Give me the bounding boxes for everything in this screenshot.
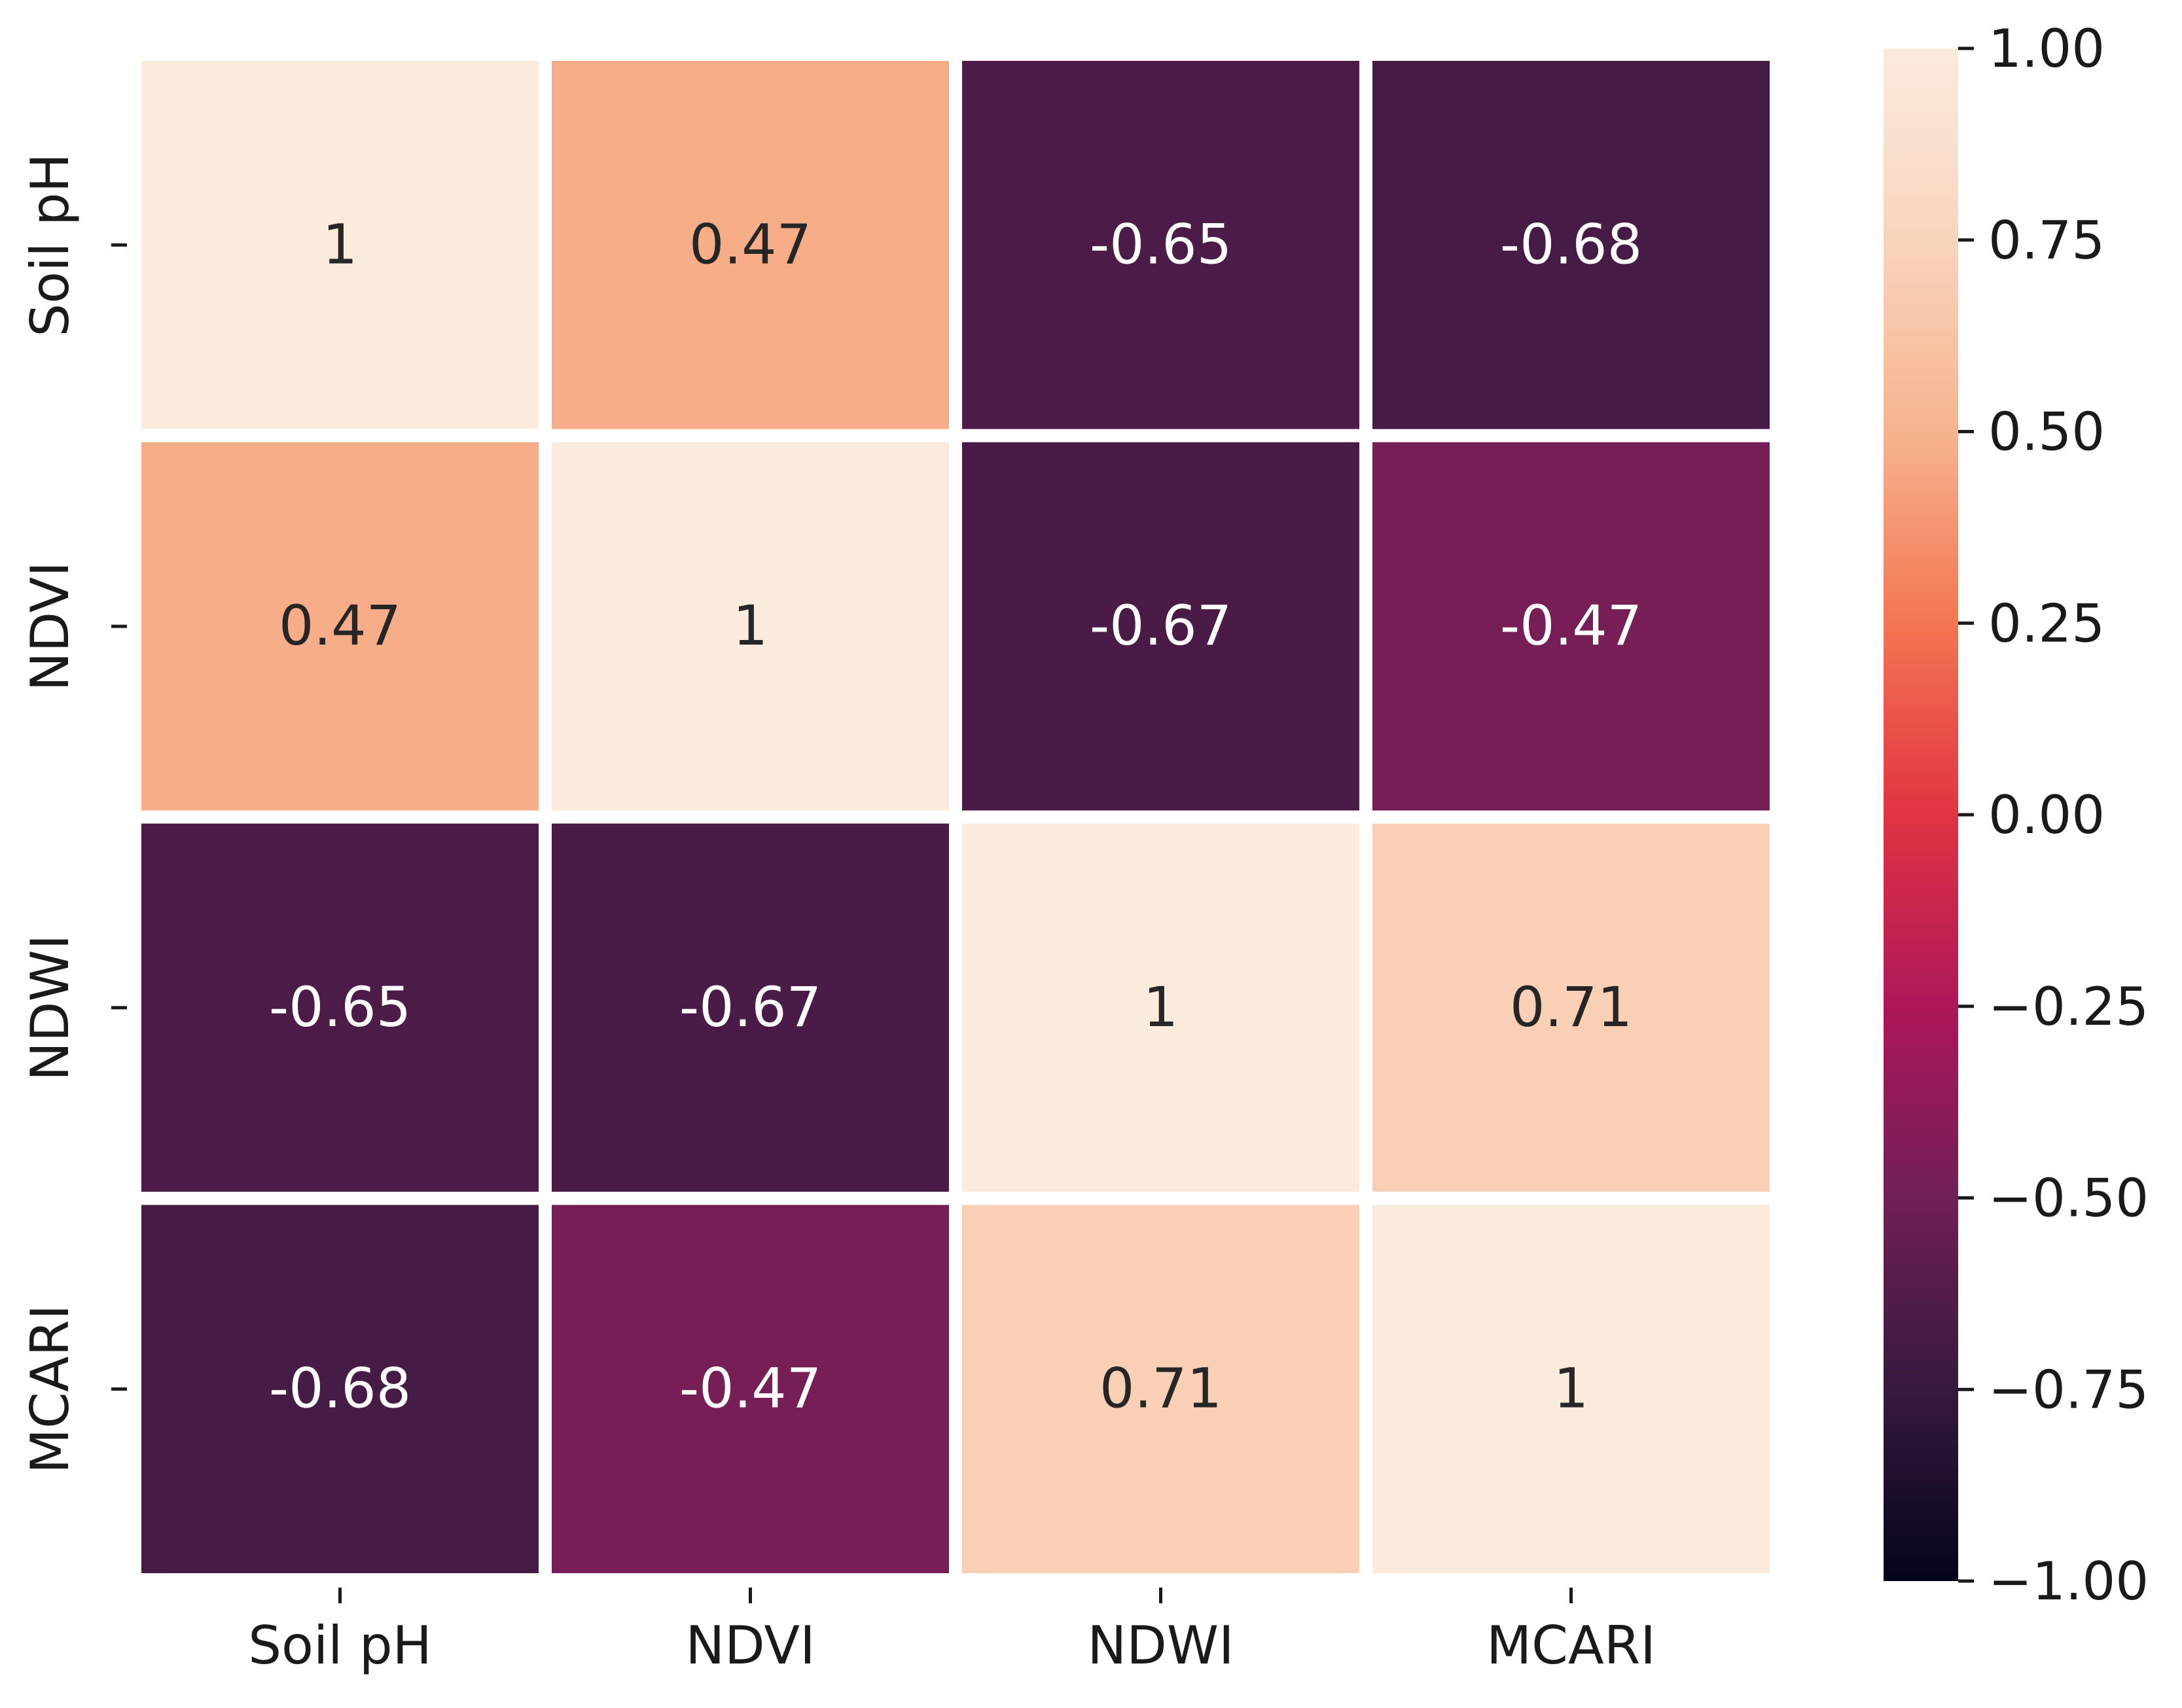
colorbar-tick-label: 1.00 (1988, 18, 2105, 79)
colorbar-tick-label: −0.75 (1988, 1359, 2149, 1420)
colorbar-tick-label: −1.00 (1988, 1551, 2149, 1612)
colorbar-tick-label: −0.25 (1988, 976, 2149, 1037)
heatmap-cell-2-1 (539, 810, 962, 1205)
cell-value-label-2-1: -0.67 (679, 975, 821, 1039)
heatmap-cell-3-3 (1359, 1192, 1783, 1586)
heatmap-cell-1-1 (539, 429, 962, 824)
cell-value-label-0-0: 1 (323, 212, 357, 276)
cell-value-label-3-1: -0.47 (679, 1357, 821, 1421)
heatmap-cell-1-3 (1359, 429, 1783, 824)
cell-value-label-3-2: 0.71 (1100, 1357, 1222, 1421)
heatmap-cell-3-1 (539, 1192, 962, 1586)
heatmap-cell-2-3 (1359, 810, 1783, 1205)
heatmap-cells (128, 48, 1783, 1586)
colorbar: 1.00 0.75 0.50 0.25 0.00 −0.25 −0.50 −0.75 −1.00 (1884, 18, 2149, 1612)
colorbar-tick-label: 0.50 (1988, 402, 2105, 463)
x-tick-label: Soil pH (248, 1615, 432, 1676)
colorbar-tick-label: 0.75 (1988, 210, 2105, 271)
cell-value-label-1-3: -0.47 (1500, 594, 1642, 658)
x-tick-label: NDWI (1087, 1615, 1234, 1676)
cell-value-label-3-3: 1 (1554, 1357, 1588, 1421)
heatmap-cell-0-0 (128, 48, 552, 442)
cell-value-label-1-1: 1 (733, 594, 768, 658)
y-tick-label: MCARI (20, 1304, 80, 1474)
heatmap-cell-3-0 (128, 1192, 552, 1586)
cell-value-label-2-0: -0.65 (269, 975, 411, 1039)
cell-value-label-2-2: 1 (1143, 975, 1178, 1039)
colorbar-gradient (1884, 48, 1958, 1581)
y-axis: Soil pH NDVI NDWI MCARI (20, 153, 127, 1474)
y-tick-label: Soil pH (20, 153, 80, 337)
x-axis: Soil pH NDVI NDWI MCARI (248, 1588, 1656, 1676)
cell-value-label-2-3: 0.71 (1510, 975, 1632, 1039)
y-tick-label: NDWI (20, 934, 80, 1081)
x-tick-label: MCARI (1486, 1615, 1656, 1676)
x-tick-label: NDVI (685, 1615, 815, 1676)
colorbar-tick-label: 0.25 (1988, 593, 2105, 654)
cell-value-label-1-0: 0.47 (279, 594, 401, 658)
colorbar-tick-label: −0.50 (1988, 1168, 2149, 1229)
cell-value-label-0-2: -0.65 (1090, 212, 1232, 276)
cell-value-label-0-1: 0.47 (689, 212, 812, 276)
cell-value-label-1-2: -0.67 (1090, 594, 1232, 658)
cell-value-label-3-0: -0.68 (269, 1357, 411, 1421)
heatmap-cell-0-3 (1359, 48, 1783, 442)
cell-value-label-0-3: -0.68 (1500, 212, 1642, 276)
colorbar-tick-label: 0.00 (1988, 785, 2105, 845)
y-tick-label: NDVI (20, 561, 80, 691)
heatmap-cell-labels: 1 0.47 -0.65 -0.68 0.47 1 -0.67 -0.47 -0.65 -0.67… (269, 212, 1642, 1420)
